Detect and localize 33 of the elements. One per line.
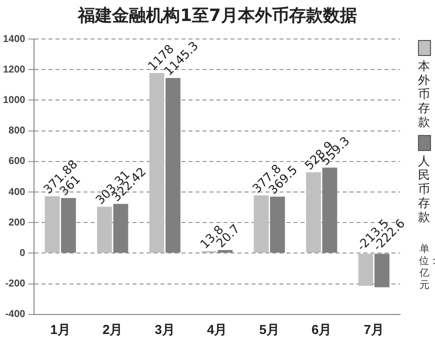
x-tick-label: 3月 [154, 322, 175, 337]
chart-title: 福建金融机构1至7月本外币存款数据 [76, 5, 358, 27]
bar [166, 78, 180, 253]
bar [270, 196, 285, 253]
y-tick-label: 600 [8, 156, 26, 168]
bar [306, 172, 321, 253]
legend-label: 人民币存款 [417, 154, 431, 224]
x-tick-label: 4月 [207, 322, 228, 337]
y-tick-label: 200 [8, 217, 26, 228]
x-tick-label: 7月 [364, 322, 384, 337]
legend-label: 本外币存款 [417, 59, 431, 129]
bar [113, 204, 128, 253]
bar [149, 72, 164, 253]
bar [61, 198, 76, 253]
y-tick-label: -400 [5, 309, 26, 320]
y-tick-label: 400 [8, 186, 26, 198]
x-tick-label: 5月 [259, 322, 280, 337]
y-tick-label: 1200 [2, 64, 26, 76]
x-tick-label: 2月 [102, 322, 123, 337]
x-tick-label: 6月 [312, 322, 332, 337]
x-tick-label: 1月 [50, 322, 70, 337]
bar [218, 250, 233, 253]
bar [254, 195, 269, 253]
y-tick-label: 1000 [2, 94, 26, 106]
y-tick-label: -200 [5, 278, 26, 290]
y-tick-label: 800 [8, 126, 26, 137]
bar [97, 206, 112, 253]
bar [358, 254, 374, 286]
bar [44, 196, 60, 253]
y-tick-label: 0 [20, 248, 26, 259]
text: 单位：亿元 [419, 244, 435, 292]
y-tick-label: 1400 [2, 34, 26, 45]
bar [374, 254, 390, 288]
